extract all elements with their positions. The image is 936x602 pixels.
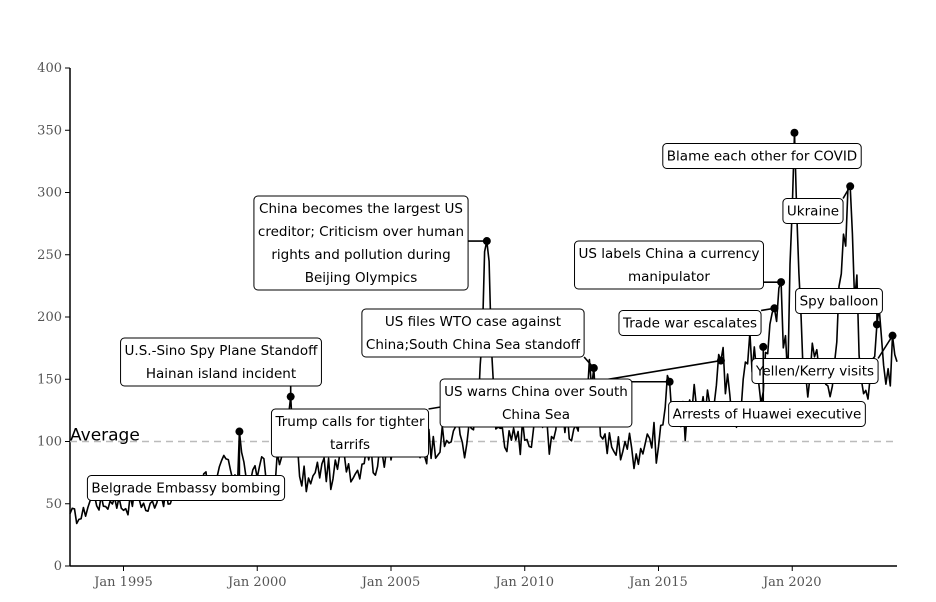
annotation-point [888,331,897,340]
annotation-point [716,356,725,365]
annotation-box [782,198,844,224]
annotation-connector [877,335,894,359]
annotation-point [482,237,491,246]
x-tick-label: Jan 2000 [226,575,287,590]
annotation-box [668,401,866,427]
annotation-point [759,342,768,351]
annotation-label: Spy balloon [800,294,879,310]
y-tick-label: 400 [37,61,62,76]
annotation-point [790,128,799,137]
annotation: Trump calls for tighter tarrifs [270,356,725,458]
annotation-box [662,143,862,169]
annotation-label: Yellen/Kerry visits [755,364,874,380]
annotation-label: US labels China a currency manipulator [579,246,760,285]
annotation: Belgrade Embassy bombing [86,427,286,501]
annotation-point [846,182,855,191]
x-tick-label: Jan 2005 [360,575,421,590]
annotation: U.S.-Sino Spy Plane Standoff Hainan islan… [120,337,322,401]
y-tick-label: 200 [37,310,62,325]
annotation: US labels China a currency manipulator [574,240,786,290]
y-tick-label: 300 [37,186,62,201]
annotation: Arrests of Huawei executive [668,342,866,427]
annotation: Spy balloon [795,288,883,329]
y-tick-label: 100 [37,435,62,450]
annotation: China becomes the largest US creditor; Cr… [253,195,491,291]
annotation-box [361,308,585,358]
annotation-point [770,304,779,313]
annotation-point [235,427,244,436]
x-axis: Jan 1995 Jan 2000 Jan 2005 Jan 2010 Jan 2015… [70,565,897,590]
annotation-label: China becomes the largest US creditor; Cr… [258,201,464,286]
annotation: Ukraine [782,182,855,224]
annotation-label: Trump calls for tighter tarrifs [274,414,425,453]
x-tick-label: Jan 2010 [493,575,554,590]
annotation-box [120,337,322,387]
annotation-box [751,358,879,384]
annotation: Blame each other for COVID [662,128,862,169]
annotation-label: U.S.-Sino Spy Plane Standoff Hainan islan… [125,343,319,382]
annotation-label: US files WTO case against China;South Chi… [366,314,581,353]
annotation: US files WTO case against China;South Chi… [361,308,598,373]
annotation-point [286,392,295,401]
y-axis: 0 50 100 150 200 250 300 350 400 [37,61,71,574]
annotation-box [253,195,469,291]
annotation-label: Ukraine [787,204,839,220]
y-tick-label: 250 [37,248,62,263]
x-tick-label: Jan 1995 [92,575,153,590]
y-tick-label: 150 [37,372,62,387]
annotation-box [86,475,286,501]
annotation-label: Trade war escalates [622,316,757,332]
annotation: Yellen/Kerry visits [751,331,897,384]
y-tick-label: 350 [37,123,62,138]
annotation-box [270,408,430,458]
annotation: Trade war escalates [618,304,779,336]
average-reference: Average [70,426,897,446]
y-tick-label: 50 [45,497,62,512]
annotation-label: Belgrade Embassy bombing [91,481,280,497]
x-tick-label: Jan 2020 [761,575,822,590]
annotation-label: Arrests of Huawei executive [673,407,862,423]
y-tick-label: 0 [54,559,62,574]
annotation-label: Blame each other for COVID [667,149,857,165]
annotation-point [777,278,786,287]
annotation-box [439,378,633,428]
x-tick-label: Jan 2015 [627,575,688,590]
average-label: Average [70,426,140,446]
annotation-box [574,240,764,290]
annotation-point [589,364,598,373]
annotations: Belgrade Embassy bombing U.S.-Sino Spy Pl… [86,128,897,501]
annotation-point [872,320,881,329]
annotation-box [795,288,883,314]
annotation-point [665,377,674,386]
annotation-label: US warns China over South China Sea [444,384,628,423]
annotation: US warns China over South China Sea [439,377,674,428]
annotation-box [618,310,762,336]
